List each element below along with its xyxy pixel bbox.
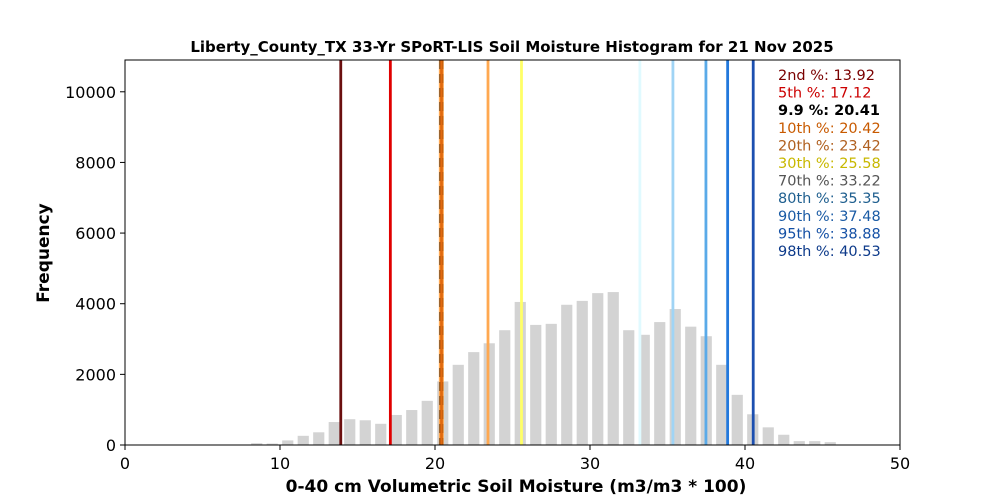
histogram-bar <box>778 434 790 445</box>
legend-label: 95th %: 38.88 <box>778 226 881 242</box>
histogram-bar <box>266 443 278 445</box>
legend-label: 5th %: 17.12 <box>778 86 872 102</box>
legend-label: 2nd %: 13.92 <box>778 68 875 84</box>
x-tick-label: 50 <box>890 454 910 473</box>
histogram-bar <box>592 293 604 445</box>
histogram-bar <box>530 324 542 445</box>
legend-label: 20th %: 23.42 <box>778 138 881 154</box>
histogram-bar <box>499 330 511 445</box>
histogram-bar <box>561 304 573 445</box>
x-axis-title: 0-40 cm Volumetric Soil Moisture (m3/m3 … <box>286 477 747 497</box>
legend-label: 90th %: 37.48 <box>778 209 881 225</box>
y-axis-ticks: 0 2000 4000 6000 8000 10000 <box>65 83 125 455</box>
legend-label: 70th %: 33.22 <box>778 174 881 190</box>
histogram-bar <box>607 292 619 445</box>
histogram-bar <box>251 443 263 445</box>
percentile-lines <box>339 60 755 445</box>
histogram-bar <box>452 364 464 445</box>
histogram-bar <box>762 427 774 445</box>
chart-title: Liberty_County_TX 33-Yr SPoRT-LIS Soil M… <box>190 38 833 56</box>
histogram-bar <box>344 419 356 445</box>
histogram-bar <box>328 422 340 445</box>
histogram-bar <box>809 441 821 445</box>
histogram-bar <box>716 364 728 445</box>
histogram-bar <box>731 394 743 445</box>
histogram-bar <box>390 414 402 445</box>
histogram-bar <box>406 410 418 445</box>
histogram-bar <box>638 334 650 445</box>
y-tick-label: 2000 <box>75 365 116 384</box>
x-tick-label: 30 <box>580 454 600 473</box>
histogram-bar <box>282 440 294 445</box>
legend-label: 9.9 %: 20.41 <box>778 103 880 119</box>
histogram-bar <box>576 300 588 445</box>
histogram-bars <box>251 292 836 445</box>
percentile-legend: 2nd %: 13.92 5th %: 17.129.9 %: 20.41 10th… <box>778 68 881 260</box>
histogram-bar <box>421 400 433 445</box>
legend-label: 80th %: 35.35 <box>778 191 881 207</box>
histogram-bar <box>669 309 681 445</box>
histogram-bar <box>313 432 325 445</box>
y-tick-label: 8000 <box>75 153 116 172</box>
histogram-bar <box>654 322 666 445</box>
y-tick-label: 10000 <box>65 83 116 102</box>
plot-frame <box>124 59 901 446</box>
histogram-bar <box>297 435 309 445</box>
histogram-bar <box>824 442 836 445</box>
histogram-bar <box>623 330 635 445</box>
histogram-bar <box>359 420 371 445</box>
y-axis-title: Frequency <box>34 203 54 303</box>
histogram-bar <box>685 326 697 445</box>
x-tick-label: 10 <box>270 454 290 473</box>
x-tick-label: 0 <box>120 454 130 473</box>
y-tick-label: 0 <box>106 436 116 455</box>
x-tick-label: 20 <box>425 454 445 473</box>
x-axis-ticks: 0 10 20 30 40 50 <box>120 445 910 473</box>
y-tick-label: 4000 <box>75 295 116 314</box>
histogram-bar <box>468 352 480 445</box>
legend-label: 98th %: 40.53 <box>778 244 881 260</box>
legend-label: 10th %: 20.42 <box>778 121 881 137</box>
x-tick-label: 40 <box>735 454 755 473</box>
histogram-bar <box>793 441 805 445</box>
histogram-bar <box>545 323 557 445</box>
y-tick-label: 6000 <box>75 224 116 243</box>
legend-label: 30th %: 25.58 <box>778 156 881 172</box>
histogram-bar <box>375 423 387 445</box>
